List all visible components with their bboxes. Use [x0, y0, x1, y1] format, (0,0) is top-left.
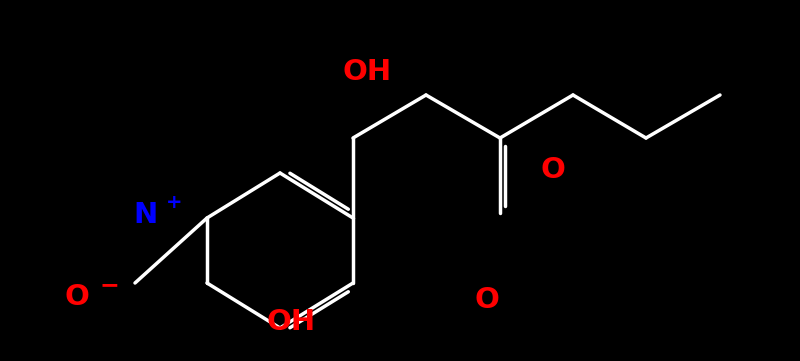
Text: OH: OH	[343, 58, 392, 86]
Text: O: O	[65, 283, 90, 311]
Text: OH: OH	[266, 308, 315, 336]
Text: N: N	[133, 201, 158, 229]
Text: +: +	[166, 193, 182, 213]
Text: O: O	[541, 156, 566, 184]
Text: −: −	[100, 273, 120, 297]
Text: O: O	[474, 286, 499, 314]
